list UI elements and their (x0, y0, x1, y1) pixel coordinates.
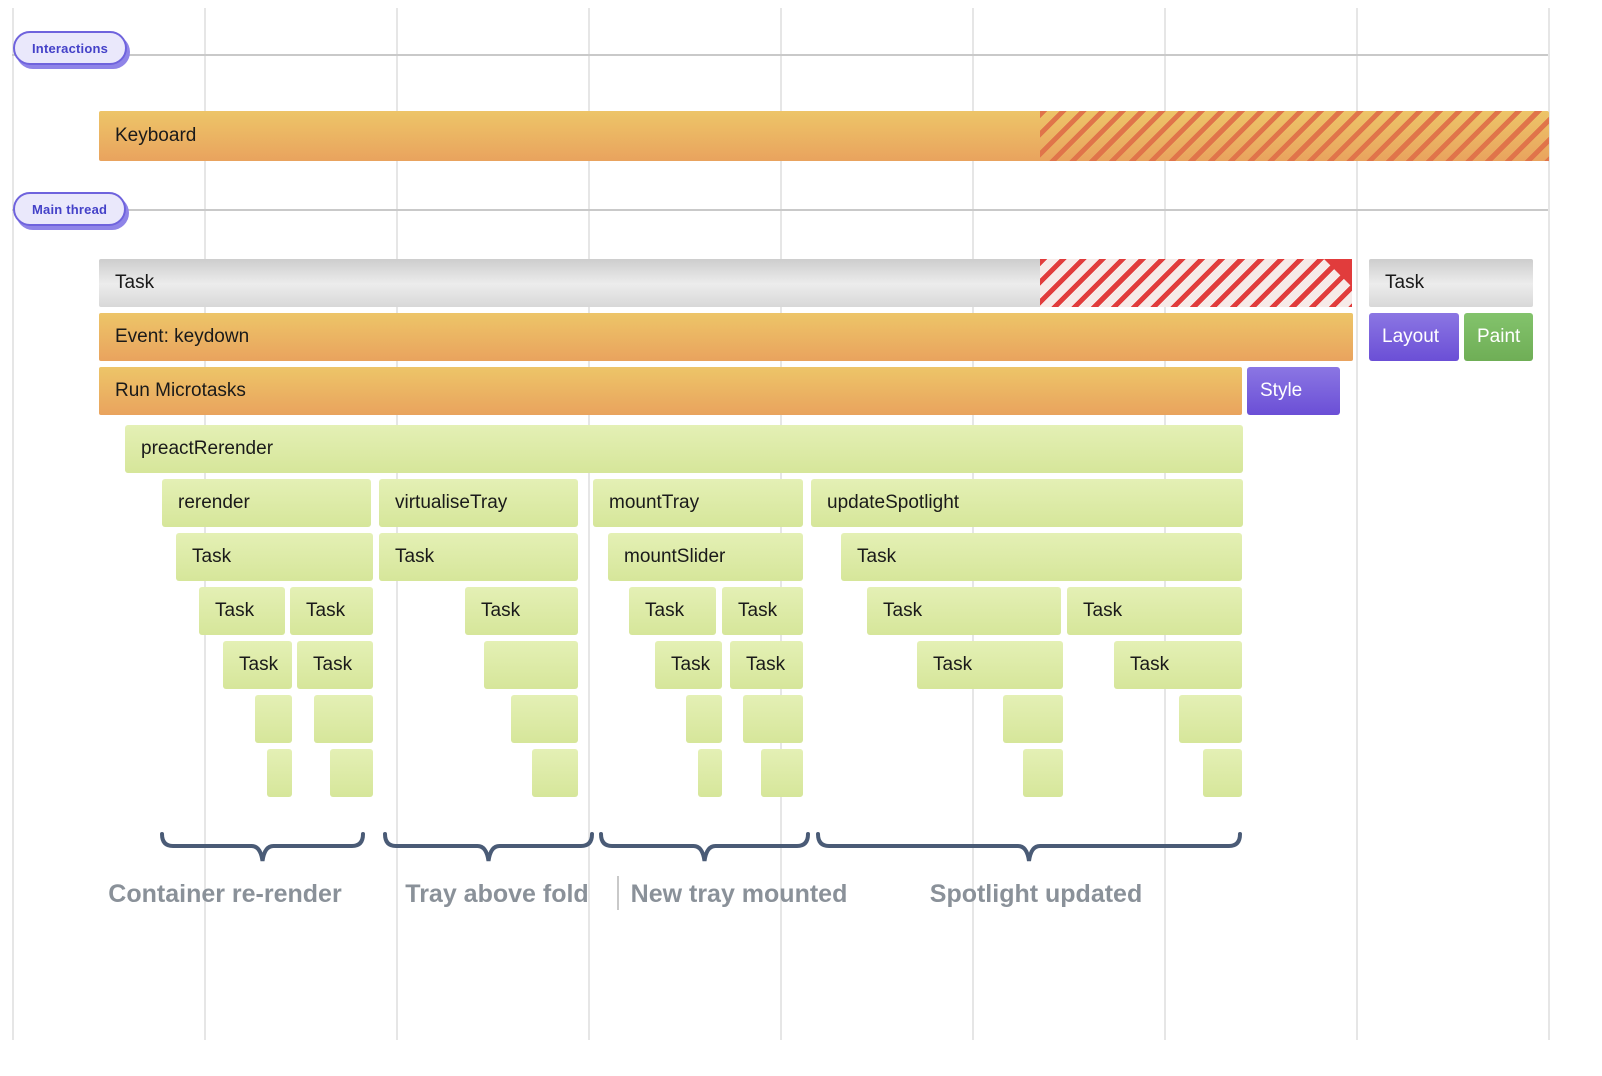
layout-bar[interactable]: Layout (1369, 313, 1459, 361)
mount-slider-bar[interactable]: mountSlider (608, 533, 803, 581)
task-second-bar[interactable]: Task (1369, 259, 1533, 307)
update-spotlight-bar[interactable]: updateSpotlight (811, 479, 1243, 527)
task-bar[interactable] (686, 695, 722, 743)
bar-label: Style (1260, 380, 1303, 401)
bar-label: Paint (1477, 326, 1521, 347)
task-bar[interactable] (314, 695, 373, 743)
task-bar[interactable] (698, 749, 722, 797)
task-bar[interactable]: Task (1114, 641, 1242, 689)
bar-label: Task (192, 546, 232, 567)
task-bar[interactable] (1023, 749, 1063, 797)
task-bar[interactable]: Task (1067, 587, 1242, 635)
virtualise-tray-bar[interactable]: virtualiseTray (379, 479, 578, 527)
bar-label: Task (115, 272, 155, 293)
task-long-bar[interactable]: Task (99, 259, 1352, 307)
task-bar[interactable]: Task (629, 587, 716, 635)
task-bar[interactable] (1179, 695, 1242, 743)
annotation-label: New tray mounted (630, 880, 848, 908)
bar-label: updateSpotlight (827, 492, 960, 513)
track-separator-line (12, 54, 1548, 56)
style-bar[interactable]: Style (1247, 367, 1340, 415)
paint-bar[interactable]: Paint (1464, 313, 1533, 361)
track-separator-line (12, 209, 1548, 211)
hatched-overrun-region (1040, 259, 1352, 307)
bar-label: Task (738, 600, 778, 621)
bar-label: mountSlider (624, 546, 726, 567)
task-bar[interactable]: Task (223, 641, 292, 689)
run-microtasks-bar[interactable]: Run Microtasks (99, 367, 1242, 415)
bar-label: virtualiseTray (395, 492, 508, 513)
bar-label: Task (395, 546, 435, 567)
bar-label: Task (1130, 654, 1170, 675)
bar-label: preactRerender (141, 438, 274, 459)
bar-label: Task (671, 654, 711, 675)
task-bar[interactable]: Task (722, 587, 803, 635)
bar-label: mountTray (609, 492, 700, 513)
task-bar[interactable]: Task (465, 587, 578, 635)
bar-label: Run Microtasks (115, 380, 246, 401)
task-bar[interactable] (267, 749, 292, 797)
task-bar[interactable]: Task (730, 641, 803, 689)
track-toggle-main-thread[interactable]: Main thread (13, 192, 127, 226)
annotation-label: Container re-render (108, 880, 342, 908)
task-bar[interactable]: Task (867, 587, 1061, 635)
vertical-gridline (588, 8, 590, 1040)
bar-label: Task (306, 600, 346, 621)
bar-label: Task (1083, 600, 1123, 621)
task-bar[interactable]: Task (199, 587, 285, 635)
event-keydown-bar[interactable]: Event: keydown (99, 313, 1353, 361)
task-bar[interactable] (330, 749, 373, 797)
bar-label: Task (1385, 272, 1425, 293)
task-bar[interactable] (532, 749, 578, 797)
rerender-bar[interactable]: rerender (162, 479, 371, 527)
bar-label: rerender (178, 492, 250, 513)
task-bar[interactable]: Task (290, 587, 373, 635)
bar-label: Event: keydown (115, 326, 250, 347)
bar-label: Task (215, 600, 255, 621)
bar-label: Task (883, 600, 923, 621)
bar-label: Task (857, 546, 897, 567)
task-bar[interactable]: Task (655, 641, 722, 689)
vertical-gridline (1356, 8, 1358, 1040)
bar-label: Layout (1382, 326, 1440, 347)
vertical-gridline (12, 8, 14, 1040)
task-bar[interactable] (761, 749, 803, 797)
label-divider-tick (617, 876, 619, 910)
task-bar[interactable] (743, 695, 803, 743)
task-bar[interactable]: Task (176, 533, 373, 581)
preact-rerender-bar[interactable]: preactRerender (125, 425, 1243, 473)
bar-label: Task (313, 654, 353, 675)
bar-label: Task (746, 654, 786, 675)
track-toggle-interactions[interactable]: Interactions (13, 31, 128, 65)
annotation-bracket (160, 832, 365, 862)
bar-label: Task (645, 600, 685, 621)
annotation-bracket (816, 832, 1242, 862)
long-task-corner-icon (1324, 259, 1352, 287)
annotation-bracket (599, 832, 810, 862)
annotation-label: Spotlight updated (929, 880, 1143, 908)
task-bar[interactable] (484, 641, 578, 689)
bar-label: Task (481, 600, 521, 621)
mount-tray-bar[interactable]: mountTray (593, 479, 803, 527)
task-bar[interactable] (1003, 695, 1063, 743)
task-bar[interactable] (255, 695, 292, 743)
task-bar[interactable]: Task (841, 533, 1242, 581)
task-bar[interactable]: Task (297, 641, 373, 689)
bar-label: Task (239, 654, 279, 675)
interaction-keyboard-bar[interactable]: Keyboard (99, 111, 1549, 161)
bar-label: Task (933, 654, 973, 675)
task-bar[interactable] (511, 695, 578, 743)
hatched-overrun-region (1040, 111, 1549, 161)
vertical-gridline (1548, 8, 1550, 1040)
annotation-label: Tray above fold (405, 880, 589, 908)
task-bar[interactable]: Task (379, 533, 578, 581)
task-bar[interactable]: Task (917, 641, 1063, 689)
annotation-bracket (383, 832, 594, 862)
task-bar[interactable] (1203, 749, 1242, 797)
bar-label: Keyboard (115, 125, 197, 146)
